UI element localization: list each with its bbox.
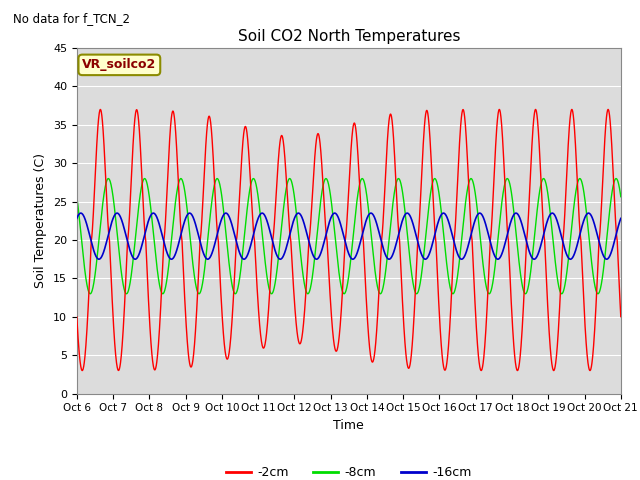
Legend: -2cm, -8cm, -16cm: -2cm, -8cm, -16cm bbox=[221, 461, 477, 480]
Y-axis label: Soil Temperatures (C): Soil Temperatures (C) bbox=[35, 153, 47, 288]
Text: VR_soilco2: VR_soilco2 bbox=[82, 59, 157, 72]
Text: No data for f_TCN_2: No data for f_TCN_2 bbox=[13, 12, 130, 25]
X-axis label: Time: Time bbox=[333, 419, 364, 432]
Title: Soil CO2 North Temperatures: Soil CO2 North Temperatures bbox=[237, 29, 460, 44]
